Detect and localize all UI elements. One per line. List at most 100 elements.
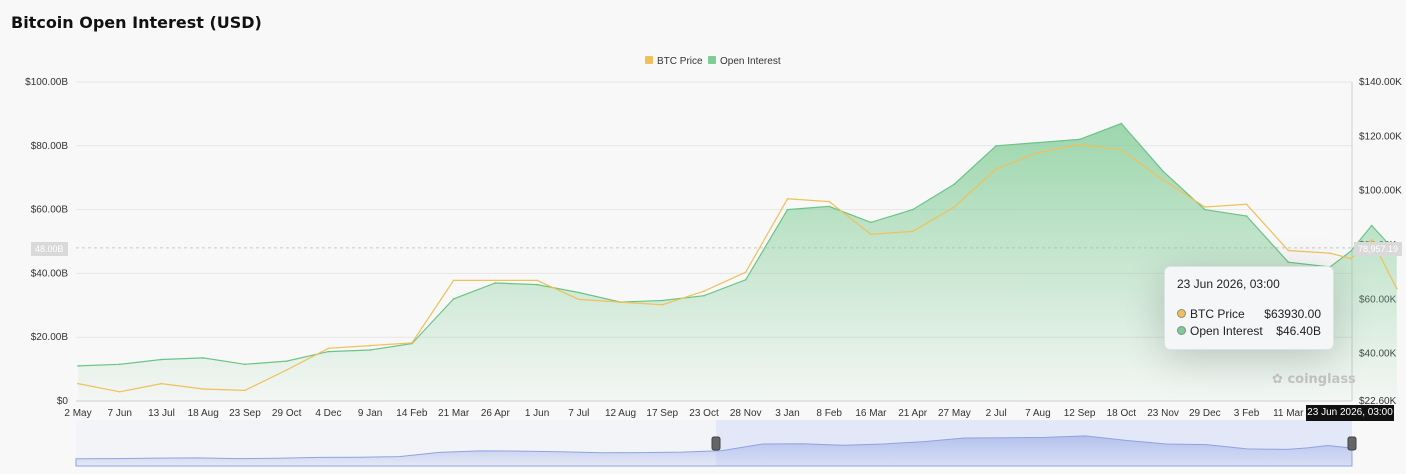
btc-price-point <box>244 389 246 392</box>
btc-price-point <box>1370 238 1373 241</box>
x-tick-label: 17 Sep <box>646 408 678 419</box>
x-tick-label: 12 Sep <box>1064 408 1096 419</box>
right-tick-label: $100.00K <box>1359 186 1402 197</box>
x-tick-label: 29 Dec <box>1189 408 1221 419</box>
x-tick-label: 1 Jun <box>525 408 549 419</box>
btc-price-point <box>1287 249 1290 252</box>
btc-price-point <box>1078 143 1081 146</box>
open-interest-point <box>744 278 747 281</box>
left-tick-label: $0 <box>57 396 69 407</box>
right-tick-label: $120.00K <box>1359 131 1402 142</box>
x-tick-label: 29 Oct <box>272 408 302 419</box>
x-tick-label: 4 Dec <box>315 408 341 419</box>
right-tick-label: $140.00K <box>1359 77 1402 88</box>
open-interest-point <box>1120 122 1123 125</box>
x-tick-label: 13 Jul <box>148 408 175 419</box>
x-tick-label: 21 Mar <box>438 408 470 419</box>
btc-price-point <box>202 388 204 390</box>
open-interest-point <box>1370 224 1373 227</box>
x-tick-label: 18 Oct <box>1107 408 1137 419</box>
navigator-series <box>75 435 1353 467</box>
legend-swatch <box>645 56 653 64</box>
legend-swatch <box>708 56 716 64</box>
open-interest-point <box>828 205 830 208</box>
tooltip-label-btc: BTC Price <box>1190 306 1245 321</box>
open-interest-point <box>953 183 956 185</box>
open-interest-point <box>1245 215 1248 217</box>
btc-price-point <box>995 168 997 170</box>
open-interest-point <box>494 282 497 284</box>
time-range-navigator[interactable] <box>75 420 1357 467</box>
open-interest-point <box>1162 170 1164 173</box>
legend-item-btc-price[interactable]: BTC Price <box>645 56 703 67</box>
btc-price-point <box>1037 151 1039 154</box>
x-tick-label: 26 Apr <box>481 408 511 419</box>
x-tick-label: 23 Oct <box>689 408 719 419</box>
navigator-right-handle[interactable] <box>1347 436 1357 451</box>
open-interest-point <box>327 350 330 353</box>
open-interest-point <box>1078 138 1081 141</box>
btc-price-point <box>536 279 538 282</box>
legend-label: BTC Price <box>657 56 703 67</box>
open-interest-point <box>244 363 246 366</box>
tooltip-label-oi: Open Interest <box>1190 323 1263 338</box>
open-interest-point <box>118 363 121 366</box>
x-axis: 2 May 7 Jun 13 Jul 18 Aug 23 Sep 29 Oct 4 Dec 9… <box>64 400 1352 419</box>
btc-price-point <box>703 290 705 293</box>
btc-price-point <box>327 347 330 350</box>
open-interest-point <box>995 145 997 147</box>
legend-item-open-interest[interactable]: Open Interest <box>708 56 781 67</box>
x-tick-label: 8 Feb <box>816 408 842 419</box>
open-interest-line <box>77 122 1398 367</box>
left-tick-label: $60.00B <box>31 205 69 216</box>
btc-price-point <box>285 369 288 371</box>
x-tick-label: 28 Nov <box>730 408 762 419</box>
open-interest-point <box>1204 208 1206 211</box>
open-interest-point <box>578 291 580 294</box>
x-tick-label: 2 May <box>64 408 91 419</box>
btc-price-point <box>494 279 497 282</box>
left-tick-label: $40.00B <box>31 268 69 279</box>
series-layer <box>77 122 1398 401</box>
open-interest-point <box>369 349 371 351</box>
open-interest-point <box>703 294 705 297</box>
btc-price-point <box>1350 257 1352 260</box>
x-tick-label: 7 Aug <box>1025 408 1051 419</box>
x-tick-label: 23 Nov <box>1147 408 1179 419</box>
open-interest-point <box>452 298 455 300</box>
crosshair-right-value: 78,957.19 <box>1354 242 1403 256</box>
open-interest-point <box>160 358 163 361</box>
x-tick-label: 27 May <box>938 408 971 419</box>
coinglass-logo-icon: ✿ <box>1272 372 1283 387</box>
right-tick-label: $22.60K <box>1359 396 1397 407</box>
btc-price-point <box>578 298 580 301</box>
btc-dot-icon <box>1177 309 1186 318</box>
tooltip-date: 23 Jun 2026, 03:00 <box>1177 277 1280 291</box>
watermark-text: coinglass <box>1287 372 1356 387</box>
tooltip-value-oi: $46.40B <box>1276 323 1321 338</box>
open-interest-point <box>285 360 288 362</box>
left-tick-label: $20.00B <box>31 332 69 343</box>
btc-price-point <box>411 342 413 344</box>
btc-price-point <box>1204 206 1206 208</box>
open-interest-point <box>870 221 872 224</box>
tooltip-value-btc: $63930.00 <box>1264 306 1321 321</box>
navigator-left-handle[interactable] <box>711 436 721 451</box>
x-tick-label: 21 Apr <box>898 408 928 419</box>
time-flag: 23 Jun 2026, 03:00 <box>1306 405 1394 421</box>
coinglass-watermark: ✿ coinglass <box>1272 372 1356 387</box>
legend[interactable]: BTC Price Open Interest <box>645 56 781 67</box>
btc-price-point <box>1120 149 1123 151</box>
crosshair-left-value: 48.00B <box>31 242 68 256</box>
left-axis: $0 $20.00B $40.00B $60.00B $80.00B $100.00B <box>25 77 68 407</box>
open-interest-point <box>661 299 664 302</box>
btc-price-point <box>661 304 664 306</box>
btc-price-point <box>452 279 455 282</box>
x-tick-label: 9 Jan <box>358 408 382 419</box>
btc-price-point <box>870 233 872 235</box>
x-tick-label: 14 Feb <box>396 408 428 419</box>
oi-dot-icon <box>1177 326 1186 335</box>
btc-price-line <box>77 143 1398 393</box>
btc-price-point <box>619 301 622 303</box>
